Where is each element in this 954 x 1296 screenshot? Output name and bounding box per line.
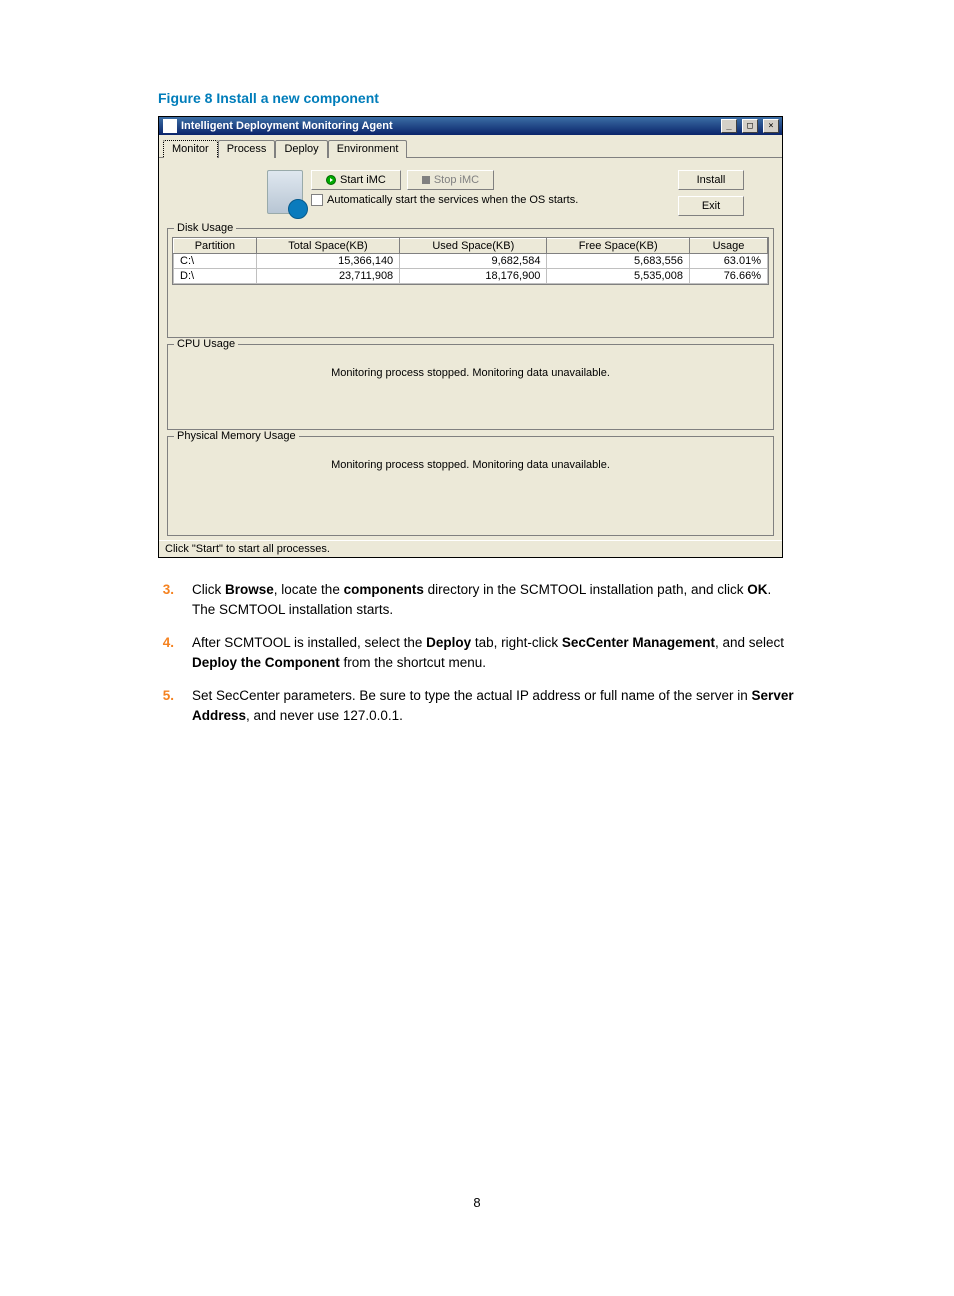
- disk-col-partition: Partition: [174, 239, 257, 254]
- cell: D:\: [174, 269, 257, 284]
- cell: C:\: [174, 254, 257, 269]
- disk-table: Partition Total Space(KB) Used Space(KB)…: [173, 238, 768, 284]
- memory-message: Monitoring process stopped. Monitoring d…: [172, 445, 769, 531]
- server-icon: [267, 170, 303, 214]
- figure-caption: Figure 8 Install a new component: [158, 90, 796, 106]
- autostart-label: Automatically start the services when th…: [327, 194, 578, 206]
- maximize-icon[interactable]: □: [742, 119, 758, 133]
- page-number: 8: [158, 1195, 796, 1240]
- start-button[interactable]: Start iMC: [311, 170, 401, 190]
- statusbar: Click "Start" to start all processes.: [159, 540, 782, 557]
- memory-usage-legend: Physical Memory Usage: [174, 430, 299, 442]
- cpu-usage-legend: CPU Usage: [174, 338, 238, 350]
- instruction-steps: 3. Click Browse, locate the components d…: [158, 580, 796, 725]
- table-row: D:\ 23,711,908 18,176,900 5,535,008 76.6…: [174, 269, 768, 284]
- disk-usage-legend: Disk Usage: [174, 222, 236, 234]
- memory-usage-group: Physical Memory Usage Monitoring process…: [167, 436, 774, 536]
- exit-button[interactable]: Exit: [678, 196, 744, 216]
- tab-monitor[interactable]: Monitor: [163, 140, 218, 158]
- disk-col-usage: Usage: [689, 239, 767, 254]
- app-icon: [163, 119, 177, 133]
- cell: 76.66%: [689, 269, 767, 284]
- cell: 15,366,140: [256, 254, 399, 269]
- disk-usage-group: Disk Usage Partition Total Space(KB) Use…: [167, 228, 774, 338]
- cell: 5,535,008: [547, 269, 690, 284]
- cell: 18,176,900: [400, 269, 547, 284]
- close-icon[interactable]: ×: [763, 119, 779, 133]
- start-button-label: Start iMC: [340, 174, 386, 186]
- cell: 23,711,908: [256, 269, 399, 284]
- stop-button[interactable]: Stop iMC: [407, 170, 494, 190]
- step-text: Click Browse, locate the components dire…: [192, 580, 796, 619]
- cell: 5,683,556: [547, 254, 690, 269]
- app-window: Intelligent Deployment Monitoring Agent …: [158, 116, 783, 558]
- autostart-checkbox[interactable]: Automatically start the services when th…: [311, 194, 630, 206]
- cell: 9,682,584: [400, 254, 547, 269]
- step-text: Set SecCenter parameters. Be sure to typ…: [192, 686, 796, 725]
- install-button[interactable]: Install: [678, 170, 744, 190]
- tab-panel: Start iMC Stop iMC Automatically start t…: [159, 158, 782, 540]
- stop-button-label: Stop iMC: [434, 174, 479, 186]
- tab-process[interactable]: Process: [218, 140, 276, 158]
- step-text: After SCMTOOL is installed, select the D…: [192, 633, 796, 672]
- top-controls: Start iMC Stop iMC Automatically start t…: [167, 166, 774, 222]
- step-3: 3. Click Browse, locate the components d…: [158, 580, 796, 619]
- step-5: 5. Set SecCenter parameters. Be sure to …: [158, 686, 796, 725]
- stop-icon: [422, 176, 430, 184]
- cell: 63.01%: [689, 254, 767, 269]
- step-number: 5.: [158, 686, 174, 725]
- play-icon: [326, 175, 336, 185]
- step-number: 4.: [158, 633, 174, 672]
- step-number: 3.: [158, 580, 174, 619]
- cpu-message: Monitoring process stopped. Monitoring d…: [172, 353, 769, 425]
- disk-col-total: Total Space(KB): [256, 239, 399, 254]
- window-title: Intelligent Deployment Monitoring Agent: [181, 120, 716, 132]
- checkbox-icon: [311, 194, 323, 206]
- step-4: 4. After SCMTOOL is installed, select th…: [158, 633, 796, 672]
- tabstrip: Monitor Process Deploy Environment: [159, 135, 782, 158]
- disk-col-free: Free Space(KB): [547, 239, 690, 254]
- cpu-usage-group: CPU Usage Monitoring process stopped. Mo…: [167, 344, 774, 430]
- table-row: C:\ 15,366,140 9,682,584 5,683,556 63.01…: [174, 254, 768, 269]
- tab-deploy[interactable]: Deploy: [275, 140, 327, 158]
- disk-col-used: Used Space(KB): [400, 239, 547, 254]
- minimize-icon[interactable]: _: [721, 119, 737, 133]
- titlebar: Intelligent Deployment Monitoring Agent …: [159, 117, 782, 135]
- tab-environment[interactable]: Environment: [328, 140, 408, 158]
